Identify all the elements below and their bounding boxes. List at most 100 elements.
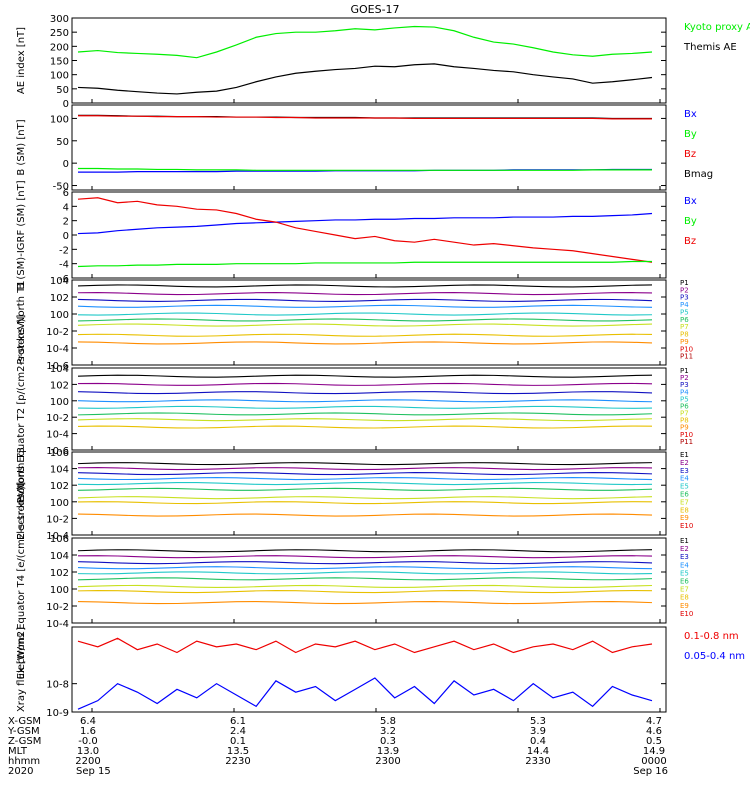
legend-item-1: 0.05-0.4 nm <box>684 651 745 662</box>
y-tick-label: 10-9 <box>46 708 69 719</box>
legend-item-10: P11 <box>680 353 693 361</box>
panel-2: -6 -4 -2 0 2 4 6 B (SM)-IGRF (SM) [nT] Bx By Bz <box>16 180 697 289</box>
y-tick-label: 10-6 <box>46 361 69 372</box>
legend-item-3: E4 <box>680 475 689 483</box>
legend-item-4: E5 <box>680 569 689 577</box>
legend-item-6: P7 <box>680 323 689 331</box>
y-tick-label: -2 <box>59 245 69 256</box>
y-tick-label: 104 <box>50 551 69 562</box>
footer-value: 3.2 <box>380 726 396 737</box>
y-tick-label: 104 <box>50 276 69 287</box>
footer-value: 4.7 <box>646 716 662 727</box>
level-line-3 <box>77 566 653 570</box>
series-3-line <box>78 167 652 171</box>
level-line-1 <box>77 292 653 296</box>
legend-item-10: P11 <box>680 438 693 446</box>
legend-item-5: E6 <box>680 578 689 586</box>
legend-item-1: P2 <box>680 374 689 382</box>
legend-item-4: P5 <box>680 395 689 403</box>
y-tick-label: 102 <box>50 380 69 391</box>
legend-item-8: E9 <box>680 602 689 610</box>
legend-item-5: E6 <box>680 491 689 499</box>
y-tick-label: 2 <box>63 217 69 228</box>
y-tick-label: 0 <box>63 159 69 170</box>
legend-item-6: P7 <box>680 410 689 418</box>
level-line-5 <box>77 318 653 322</box>
y-tick-label: 100 <box>50 498 69 509</box>
y-tick-label: 10-2 <box>46 514 69 525</box>
level-line-6 <box>77 496 653 500</box>
footer-value: 14.9 <box>643 746 665 757</box>
footer-value: 0.5 <box>646 736 662 747</box>
y-tick-label: 10-2 <box>46 602 69 613</box>
y-tick-label: 100 <box>50 114 69 125</box>
legend-item-3: Bmag <box>684 169 713 180</box>
footer-value: 4.6 <box>646 726 662 737</box>
panel-frame <box>71 451 667 536</box>
level-line-2 <box>77 391 653 395</box>
footer-value: -0.0 <box>78 736 98 747</box>
series-0-line <box>77 212 653 235</box>
y-tick-label: -6 <box>59 274 69 285</box>
footer-value: 5.3 <box>530 716 546 727</box>
y-tick-label: 104 <box>50 364 69 375</box>
level-line-6 <box>77 584 653 589</box>
legend-item-2: Bz <box>684 149 696 160</box>
level-line-8 <box>77 513 653 517</box>
series-0-line <box>77 25 653 59</box>
footer-row-label: Z-GSM <box>8 736 41 747</box>
y-tick-label: 10-4 <box>46 430 69 441</box>
y-tick-label: 10-8 <box>46 680 69 691</box>
legend-item-2: Bz <box>684 236 696 247</box>
legend-item-9: E10 <box>680 610 693 618</box>
footer-value: 3.9 <box>530 726 546 737</box>
level-line-8 <box>77 601 653 605</box>
footer-value: Sep 16 <box>633 766 668 777</box>
level-line-3 <box>77 304 653 308</box>
legend-item-0: P1 <box>680 279 689 287</box>
legend-item-8: P9 <box>680 338 689 346</box>
legend-item-0: Bx <box>684 196 697 207</box>
y-tick-label: 200 <box>50 42 69 53</box>
legend-item-1: E2 <box>680 459 689 467</box>
y-axis-label: Protons Equator T2 [p/(cm2-s-sr-keV)] <box>16 314 27 503</box>
footer-value: 0.4 <box>530 736 546 747</box>
legend-item-2: E3 <box>680 467 689 475</box>
level-line-3 <box>77 477 653 481</box>
y-tick-label: 104 <box>50 465 69 476</box>
level-line-4 <box>77 571 653 575</box>
legend-item-7: E8 <box>680 506 689 514</box>
panel-frame <box>71 104 667 191</box>
footer-value: 2300 <box>375 756 400 767</box>
panel-frame <box>71 279 667 366</box>
y-tick-label: 102 <box>50 481 69 492</box>
legend-item-1: P2 <box>680 286 689 294</box>
legend-item-1: E2 <box>680 545 689 553</box>
y-tick-label: 150 <box>50 57 69 68</box>
footer-value: 0.3 <box>380 736 396 747</box>
footer-row-label: MLT <box>8 746 28 757</box>
level-line-3 <box>77 399 653 403</box>
legend-item-9: P10 <box>680 345 693 353</box>
legend-item-0: Bx <box>684 109 697 120</box>
footer-value: 13.9 <box>377 746 399 757</box>
footer-value: 1.6 <box>80 726 96 737</box>
y-tick-label: 0 <box>63 99 69 110</box>
legend-item-6: E7 <box>680 586 689 594</box>
panel-4: 10-6 10-4 10-2 100 102 104 Protons Equator T2 … <box>16 314 693 503</box>
y-tick-label: 100 <box>50 397 69 408</box>
panel-5: 10-4 10-2 100 102 104 106 Electrons North T3 E1… <box>16 447 693 542</box>
level-line-6 <box>77 418 653 422</box>
y-axis-label: Electrons Equator T4 [e/(cm2-s-sr-keV)] <box>16 482 27 679</box>
footer-value: 6.4 <box>80 716 96 727</box>
level-line-4 <box>77 312 653 316</box>
y-tick-label: 50 <box>56 85 69 96</box>
level-line-7 <box>77 589 653 594</box>
level-line-1 <box>77 382 653 386</box>
legend-item-5: P6 <box>680 316 689 324</box>
legend-item-5: P6 <box>680 402 689 410</box>
legend-item-1: By <box>684 216 697 227</box>
level-line-1 <box>77 555 653 559</box>
series-0-line <box>77 637 653 654</box>
y-tick-label: 0 <box>63 231 69 242</box>
